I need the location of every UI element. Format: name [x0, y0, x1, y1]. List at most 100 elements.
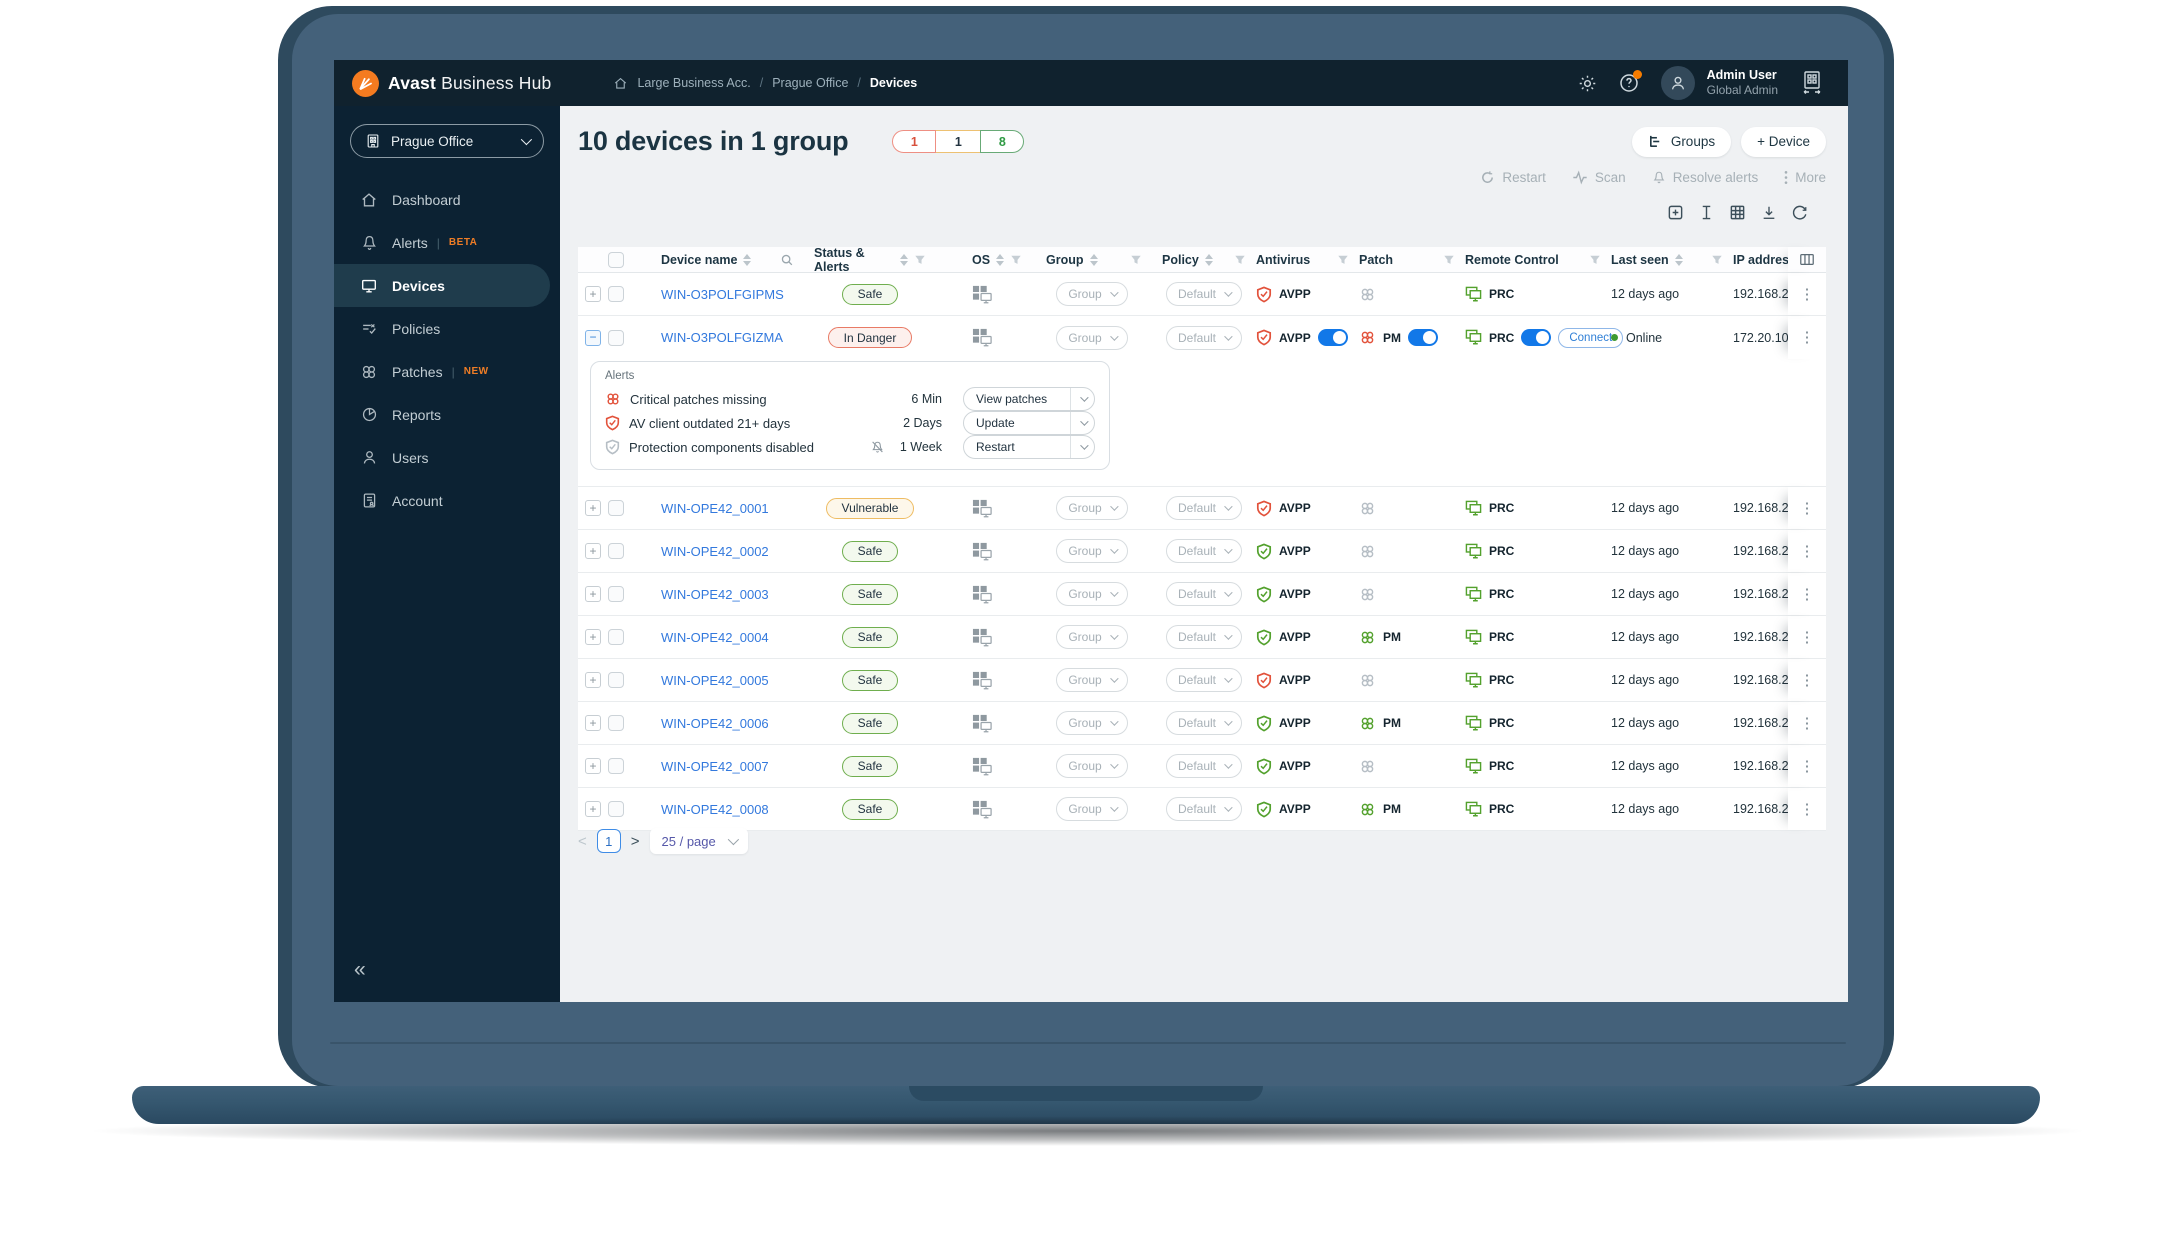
alert-action-button[interactable]: Restart: [963, 435, 1095, 459]
row-menu-kebab[interactable]: ⋮: [1799, 499, 1815, 517]
policy-dropdown[interactable]: Default: [1165, 539, 1243, 563]
row-checkbox[interactable]: [608, 758, 624, 774]
policy-dropdown[interactable]: Default: [1165, 797, 1243, 821]
current-page-button[interactable]: 1: [596, 829, 621, 853]
device-name-link[interactable]: WIN-OPE42_0006: [661, 715, 769, 731]
filter-icon[interactable]: [1443, 254, 1455, 266]
sort-icon[interactable]: [1204, 253, 1213, 266]
col-header-status[interactable]: Status & Alerts: [804, 246, 936, 274]
patch-toggle[interactable]: [1408, 329, 1438, 346]
device-name-link[interactable]: WIN-OPE42_0008: [661, 801, 769, 817]
device-name-link[interactable]: WIN-O3POLFGIZMA: [661, 330, 784, 345]
more-action[interactable]: More: [1784, 170, 1826, 185]
policy-dropdown[interactable]: Default: [1165, 282, 1243, 306]
row-checkbox[interactable]: [608, 500, 624, 516]
group-dropdown[interactable]: Group: [1056, 711, 1128, 735]
policy-dropdown[interactable]: Default: [1165, 325, 1243, 350]
device-name-link[interactable]: WIN-OPE42_0002: [661, 543, 769, 559]
row-expander[interactable]: [585, 286, 601, 302]
row-checkbox[interactable]: [608, 286, 624, 302]
columns-settings[interactable]: [1788, 247, 1826, 272]
row-menu-kebab[interactable]: ⋮: [1799, 542, 1815, 560]
scan-action[interactable]: Scan: [1572, 170, 1626, 185]
row-checkbox[interactable]: [608, 586, 624, 602]
col-header-antivirus[interactable]: Antivirus: [1256, 247, 1359, 272]
policy-dropdown[interactable]: Default: [1165, 668, 1243, 692]
filter-icon[interactable]: [1711, 254, 1723, 266]
col-header-group[interactable]: Group: [1032, 247, 1152, 272]
export-download-icon[interactable]: [1761, 204, 1777, 221]
group-dropdown[interactable]: Group: [1056, 539, 1128, 563]
sort-icon[interactable]: [996, 253, 1005, 266]
alert-action-button[interactable]: View patches: [963, 387, 1095, 411]
filter-icon[interactable]: [1337, 254, 1349, 266]
sidebar-item-reports[interactable]: Reports: [334, 393, 560, 436]
row-menu-kebab[interactable]: ⋮: [1799, 285, 1815, 303]
help-icon[interactable]: [1619, 70, 1642, 93]
remote-control-toggle[interactable]: [1521, 329, 1552, 346]
filter-icon[interactable]: [1234, 254, 1246, 266]
device-name-link[interactable]: WIN-O3POLFGIPMS: [661, 286, 784, 302]
add-device-button[interactable]: + Device: [1741, 126, 1826, 157]
row-expander[interactable]: [585, 758, 601, 774]
group-dropdown[interactable]: Group: [1056, 625, 1128, 649]
select-all-checkbox[interactable]: [608, 251, 624, 268]
filter-icon[interactable]: [1010, 254, 1022, 266]
page-size-select[interactable]: 25 / page: [649, 828, 748, 854]
policy-dropdown[interactable]: Default: [1165, 754, 1243, 778]
connect-button[interactable]: Connect: [1558, 327, 1624, 348]
row-menu-kebab[interactable]: ⋮: [1799, 757, 1815, 775]
sidebar-item-users[interactable]: Users: [334, 436, 560, 479]
sort-icon[interactable]: [1089, 253, 1098, 266]
device-name-link[interactable]: WIN-OPE42_0005: [661, 672, 769, 688]
col-header-policy[interactable]: Policy: [1152, 247, 1256, 272]
sort-icon[interactable]: [900, 253, 908, 266]
sidebar-item-policies[interactable]: Policies: [334, 307, 560, 350]
filter-icon[interactable]: [1589, 254, 1601, 266]
group-dropdown[interactable]: Group: [1056, 325, 1128, 350]
filter-icon[interactable]: [914, 254, 926, 266]
row-expander[interactable]: [585, 629, 601, 645]
row-expander[interactable]: [585, 715, 601, 731]
table-view-icon[interactable]: [1729, 204, 1746, 221]
row-expander[interactable]: [585, 801, 601, 817]
breadcrumb-account[interactable]: Large Business Acc.: [637, 76, 751, 90]
policy-dropdown[interactable]: Default: [1165, 582, 1243, 606]
row-menu-kebab[interactable]: ⋮: [1799, 329, 1815, 346]
sidebar-item-account[interactable]: Account: [334, 479, 560, 522]
policy-dropdown[interactable]: Default: [1165, 496, 1243, 520]
company-switcher-icon[interactable]: [1800, 70, 1824, 96]
sidebar-item-dashboard[interactable]: Dashboard: [334, 178, 560, 221]
group-dropdown[interactable]: Group: [1056, 754, 1128, 778]
group-dropdown[interactable]: Group: [1056, 496, 1128, 520]
row-checkbox[interactable]: [608, 629, 624, 645]
restart-action[interactable]: Restart: [1480, 170, 1546, 185]
row-menu-kebab[interactable]: ⋮: [1799, 671, 1815, 689]
sort-icon[interactable]: [1674, 253, 1683, 266]
row-expander[interactable]: [585, 329, 601, 346]
sidebar-item-devices[interactable]: Devices: [334, 264, 550, 307]
group-dropdown[interactable]: Group: [1056, 668, 1128, 692]
policy-dropdown[interactable]: Default: [1165, 625, 1243, 649]
group-dropdown[interactable]: Group: [1056, 282, 1128, 306]
policy-dropdown[interactable]: Default: [1165, 711, 1243, 735]
device-name-link[interactable]: WIN-OPE42_0004: [661, 629, 769, 645]
danger-count-badge[interactable]: 1: [892, 130, 937, 153]
row-menu-kebab[interactable]: ⋮: [1799, 628, 1815, 646]
next-page-button[interactable]: >: [630, 832, 640, 850]
avatar[interactable]: [1660, 66, 1695, 100]
row-checkbox[interactable]: [608, 329, 624, 346]
group-dropdown[interactable]: Group: [1056, 797, 1128, 821]
row-menu-kebab[interactable]: ⋮: [1799, 800, 1815, 818]
row-expander[interactable]: [585, 543, 601, 559]
row-menu-kebab[interactable]: ⋮: [1799, 714, 1815, 732]
row-checkbox[interactable]: [608, 672, 624, 688]
home-icon[interactable]: [613, 76, 628, 91]
sidebar-item-alerts[interactable]: Alerts | BETA: [334, 221, 560, 264]
sidebar-collapse-button[interactable]: «: [354, 958, 366, 981]
row-expander[interactable]: [585, 586, 601, 602]
col-header-device-name[interactable]: Device name: [642, 247, 804, 272]
row-expander[interactable]: [585, 672, 601, 688]
col-header-os[interactable]: OS: [936, 247, 1032, 272]
groups-button[interactable]: Groups: [1631, 126, 1732, 157]
